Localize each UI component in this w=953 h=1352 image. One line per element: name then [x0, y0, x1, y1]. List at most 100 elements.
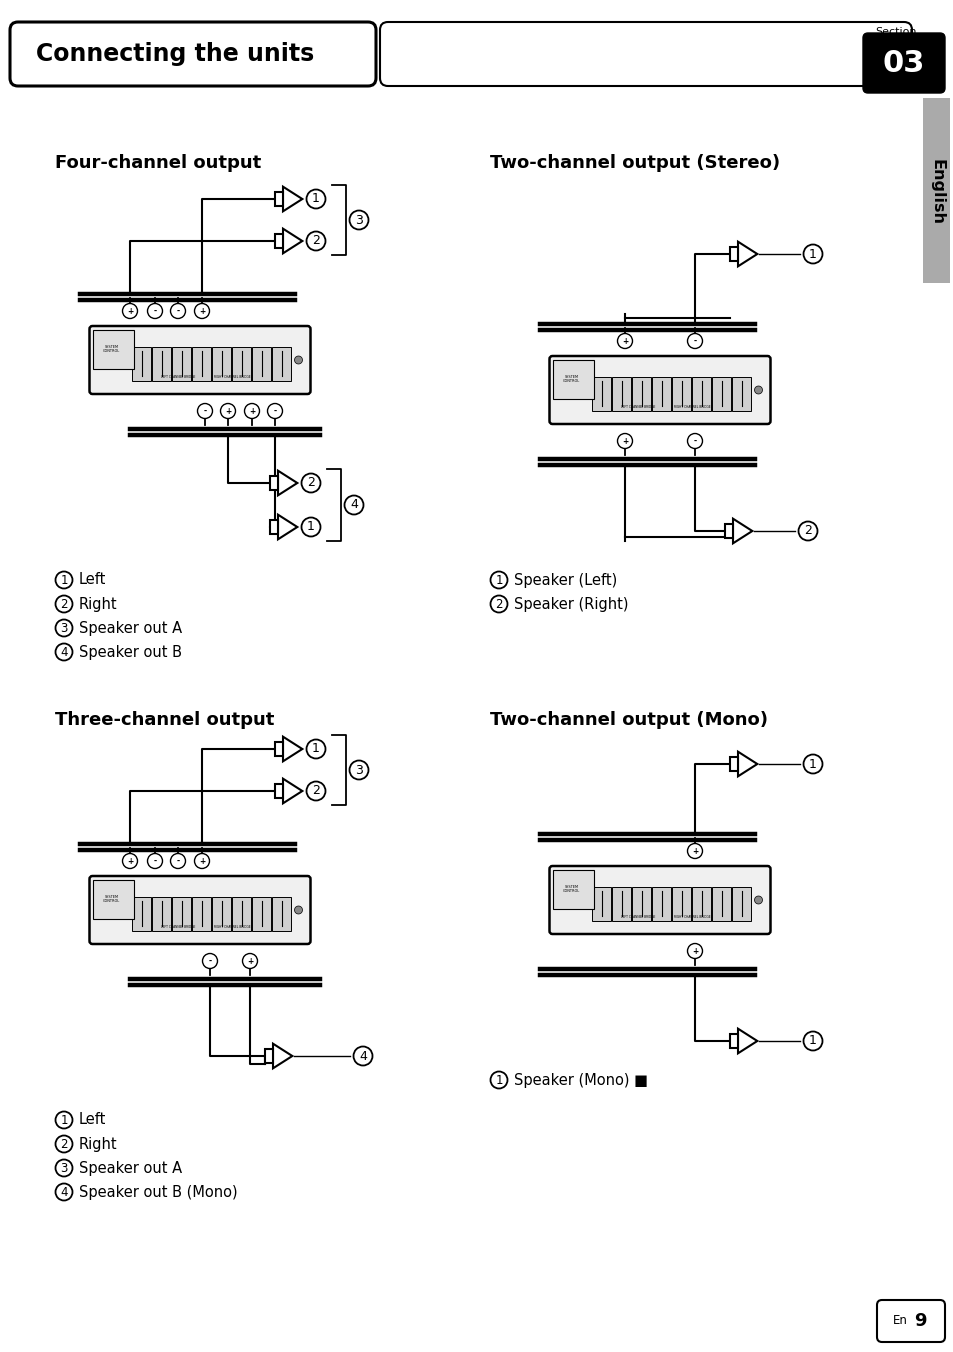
Text: -: -	[176, 857, 179, 865]
Text: Left: Left	[79, 572, 107, 588]
Text: 03: 03	[882, 49, 924, 77]
Polygon shape	[277, 470, 297, 495]
FancyBboxPatch shape	[10, 22, 375, 87]
Circle shape	[202, 953, 217, 968]
FancyBboxPatch shape	[132, 346, 152, 381]
Text: +: +	[225, 407, 231, 415]
Text: Speaker (Mono) ■: Speaker (Mono) ■	[514, 1072, 647, 1087]
Circle shape	[220, 403, 235, 419]
FancyBboxPatch shape	[93, 880, 134, 919]
Text: English: English	[928, 160, 943, 224]
Text: -: -	[693, 437, 696, 446]
Circle shape	[617, 434, 632, 449]
Circle shape	[802, 245, 821, 264]
FancyBboxPatch shape	[93, 330, 134, 369]
Text: 4: 4	[350, 499, 357, 511]
Circle shape	[122, 853, 137, 868]
Text: +: +	[127, 307, 133, 315]
Circle shape	[148, 853, 162, 868]
Text: +: +	[621, 337, 627, 346]
Text: 1: 1	[808, 247, 816, 261]
FancyBboxPatch shape	[553, 869, 594, 909]
Text: Right: Right	[79, 1137, 117, 1152]
Text: 2: 2	[307, 476, 314, 489]
Text: 2: 2	[495, 598, 502, 611]
Circle shape	[617, 334, 632, 349]
Polygon shape	[270, 519, 277, 534]
Polygon shape	[283, 228, 302, 253]
Polygon shape	[275, 784, 283, 798]
Text: +: +	[691, 846, 698, 856]
Text: +: +	[249, 407, 254, 415]
Text: 2: 2	[803, 525, 811, 538]
Text: +: +	[198, 307, 205, 315]
Text: Connecting the units: Connecting the units	[36, 42, 314, 66]
Polygon shape	[275, 234, 283, 249]
Text: Speaker out B (Mono): Speaker out B (Mono)	[79, 1184, 237, 1199]
Text: 1: 1	[60, 1114, 68, 1126]
Polygon shape	[732, 519, 752, 544]
Text: Speaker out A: Speaker out A	[79, 621, 182, 635]
FancyBboxPatch shape	[193, 896, 212, 930]
FancyBboxPatch shape	[692, 887, 711, 921]
Text: LEFT CHANNEL BRIDGE: LEFT CHANNEL BRIDGE	[620, 915, 655, 919]
Text: +: +	[247, 956, 253, 965]
Circle shape	[171, 853, 185, 868]
Text: LEFT CHANNEL BRIDGE: LEFT CHANNEL BRIDGE	[620, 406, 655, 410]
Polygon shape	[283, 737, 302, 761]
FancyBboxPatch shape	[273, 346, 292, 381]
Text: 3: 3	[355, 764, 362, 776]
FancyBboxPatch shape	[549, 356, 770, 425]
Text: Left: Left	[79, 1113, 107, 1128]
FancyBboxPatch shape	[632, 377, 651, 411]
Text: SYSTEM
CONTROL: SYSTEM CONTROL	[562, 884, 579, 894]
Text: -: -	[203, 407, 207, 415]
Circle shape	[306, 781, 325, 800]
Text: Three-channel output: Three-channel output	[55, 711, 274, 729]
Circle shape	[242, 953, 257, 968]
Polygon shape	[283, 187, 302, 211]
FancyBboxPatch shape	[732, 377, 751, 411]
Circle shape	[55, 1160, 72, 1176]
Text: -: -	[176, 307, 179, 315]
FancyBboxPatch shape	[213, 896, 232, 930]
Polygon shape	[283, 779, 302, 803]
Text: 2: 2	[312, 784, 319, 798]
Circle shape	[55, 1136, 72, 1152]
Circle shape	[55, 1111, 72, 1129]
Circle shape	[301, 473, 320, 492]
Text: 1: 1	[808, 757, 816, 771]
Text: 1: 1	[312, 742, 319, 756]
FancyBboxPatch shape	[862, 32, 944, 93]
FancyBboxPatch shape	[692, 377, 711, 411]
FancyBboxPatch shape	[672, 887, 691, 921]
Circle shape	[687, 944, 701, 959]
Circle shape	[687, 844, 701, 859]
Polygon shape	[270, 476, 277, 491]
Circle shape	[194, 853, 210, 868]
Text: Speaker out A: Speaker out A	[79, 1160, 182, 1175]
Polygon shape	[730, 1034, 738, 1048]
Text: Two-channel output (Mono): Two-channel output (Mono)	[490, 711, 767, 729]
FancyBboxPatch shape	[553, 360, 594, 399]
Text: 2: 2	[60, 1137, 68, 1151]
FancyBboxPatch shape	[233, 896, 252, 930]
Text: +: +	[621, 437, 627, 446]
FancyBboxPatch shape	[90, 876, 310, 944]
FancyBboxPatch shape	[172, 346, 192, 381]
Circle shape	[294, 356, 302, 364]
Text: 3: 3	[355, 214, 362, 227]
Text: Section: Section	[874, 27, 916, 37]
Circle shape	[55, 572, 72, 588]
Circle shape	[354, 1046, 372, 1065]
Circle shape	[267, 403, 282, 419]
FancyBboxPatch shape	[90, 326, 310, 393]
Circle shape	[687, 434, 701, 449]
FancyBboxPatch shape	[152, 346, 172, 381]
Text: RIGHT CHANNEL BRIDGE: RIGHT CHANNEL BRIDGE	[213, 376, 251, 380]
FancyBboxPatch shape	[712, 887, 731, 921]
FancyBboxPatch shape	[233, 346, 252, 381]
Circle shape	[687, 334, 701, 349]
Text: 4: 4	[60, 1186, 68, 1198]
Text: -: -	[274, 407, 276, 415]
